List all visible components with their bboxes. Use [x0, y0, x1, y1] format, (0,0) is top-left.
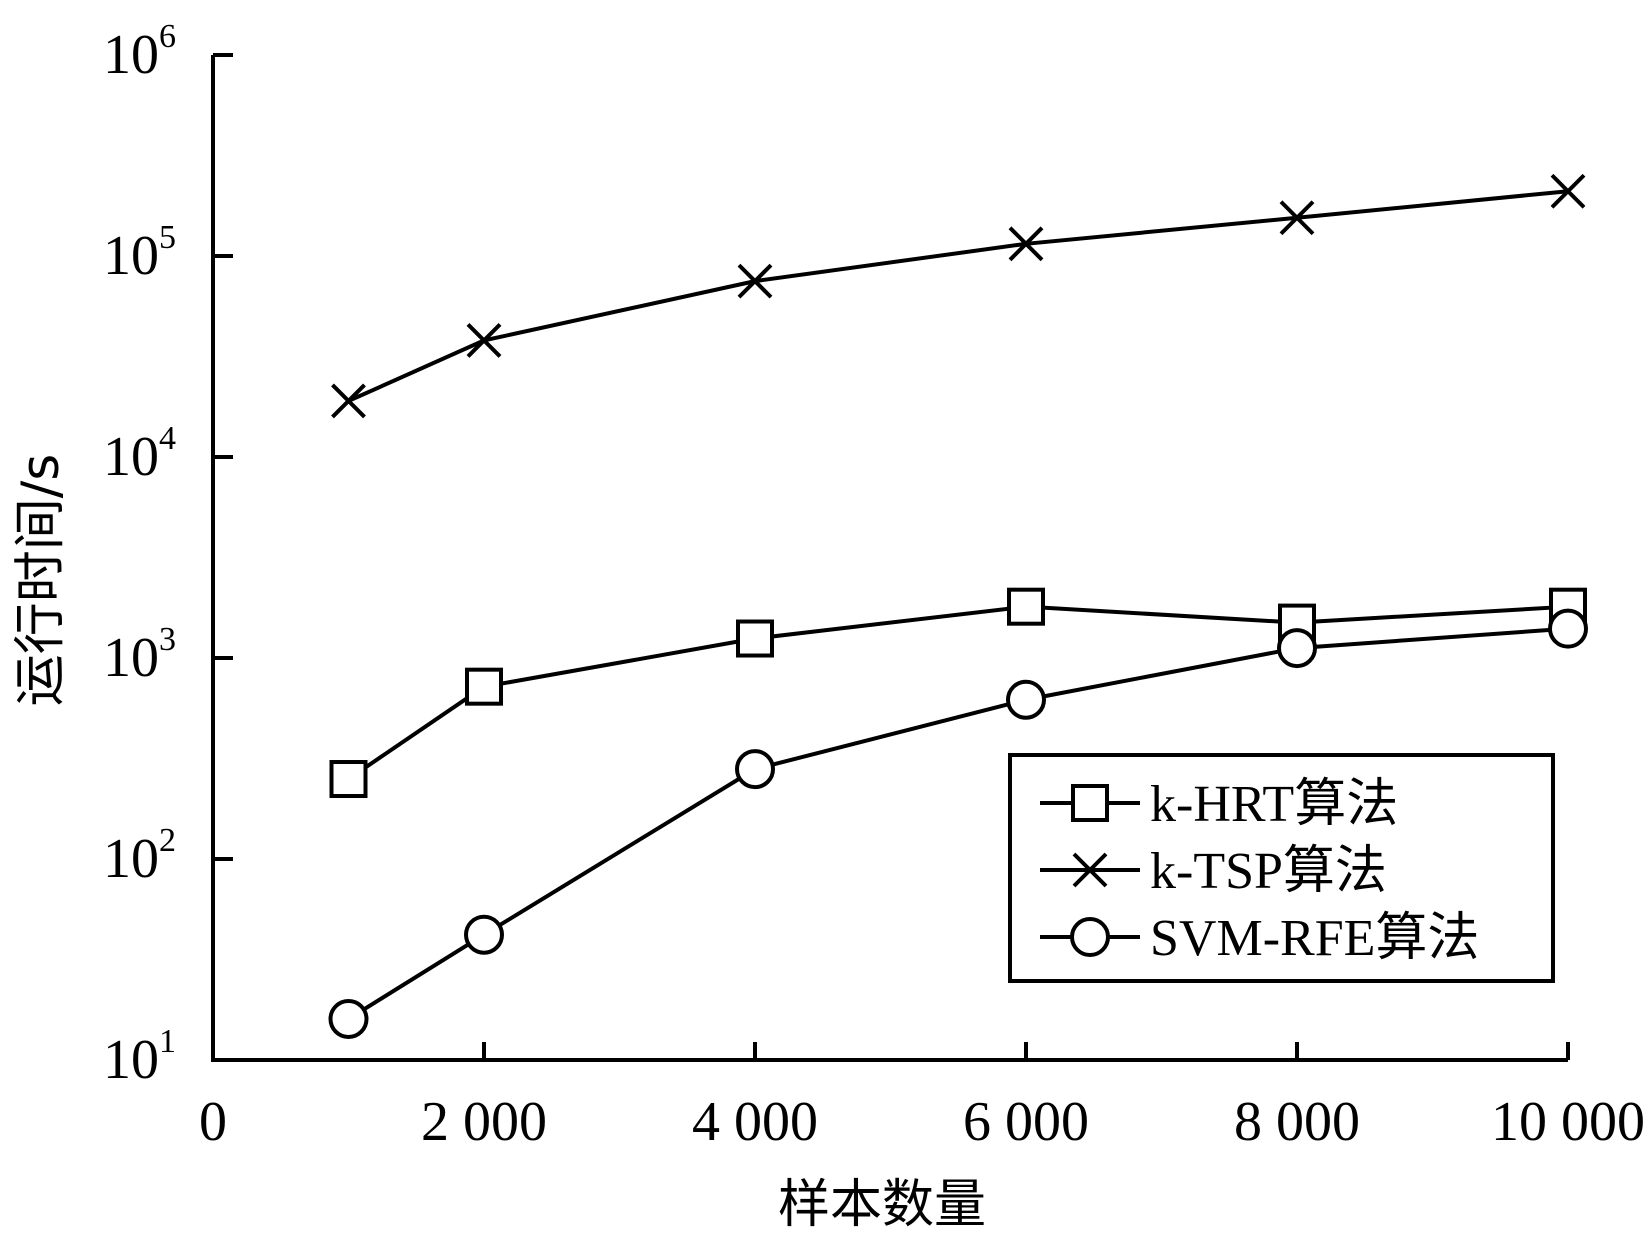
data-point-x	[737, 263, 773, 299]
y-tick-exponent: 5	[159, 219, 176, 256]
data-series	[328, 173, 1588, 1039]
data-point-square	[465, 667, 503, 706]
x-tick-label: 4 000	[692, 1091, 818, 1153]
data-point-circle	[328, 998, 369, 1039]
y-tick-label: 103	[103, 621, 176, 689]
data-point-circle	[1006, 679, 1046, 720]
x-axis-title: 样本数量	[778, 1175, 986, 1235]
legend-marker-square	[1071, 784, 1109, 822]
y-tick-exponent: 4	[159, 420, 176, 457]
data-point-square	[329, 760, 368, 799]
x-tick-label: 0	[199, 1091, 227, 1153]
y-tick-exponent: 2	[159, 822, 176, 859]
y-tick-base: 10	[103, 828, 159, 890]
data-point-circle	[1277, 628, 1317, 669]
y-tick-exponent: 3	[159, 621, 176, 658]
x-tick-label: 6 000	[963, 1091, 1089, 1153]
legend-label: SVM-RFE算法	[1150, 910, 1479, 967]
legend-label: k-TSP算法	[1150, 843, 1387, 900]
axes	[211, 55, 1568, 1062]
y-axis-title: 运行时间/s	[11, 454, 71, 707]
y-tick-base: 10	[103, 24, 159, 86]
y-tick-base: 10	[103, 225, 159, 287]
data-point-x	[1008, 226, 1044, 262]
y-tick-label: 105	[103, 219, 176, 287]
series-x	[331, 173, 1586, 419]
legend-marker-x	[1072, 852, 1108, 888]
legend-item: k-HRT算法	[1040, 776, 1398, 833]
y-tick-label: 106	[103, 18, 176, 86]
y-tick-base: 10	[103, 1029, 159, 1091]
data-point-x	[1550, 173, 1586, 209]
data-point-x	[1279, 200, 1315, 236]
data-point-circle	[1548, 608, 1588, 649]
y-tick-label: 102	[103, 822, 176, 890]
y-tick-exponent: 6	[159, 18, 176, 55]
y-tick-label: 101	[103, 1023, 176, 1091]
data-point-circle	[735, 749, 775, 790]
data-point-x	[466, 323, 502, 358]
legend-item: SVM-RFE算法	[1040, 910, 1479, 967]
y-tick-label: 104	[103, 420, 176, 488]
x-tick-label: 8 000	[1234, 1091, 1360, 1153]
x-tick-label: 2 000	[421, 1091, 547, 1153]
legend-marker-circle	[1070, 917, 1110, 957]
data-point-square	[1007, 587, 1045, 626]
x-tick-label: 10 000	[1491, 1091, 1645, 1153]
series-circle	[328, 608, 1588, 1039]
legend: k-HRT算法 k-TSP算法 SVM-RFE算法	[1008, 753, 1555, 983]
series-line	[347, 189, 1569, 403]
data-point-circle	[464, 914, 504, 955]
legend-label: k-HRT算法	[1150, 776, 1398, 833]
y-tick-base: 10	[103, 627, 159, 689]
x-ticks: 0 2 000 4 000 6 000 8 000 10 000	[199, 1042, 1645, 1153]
y-tick-base: 10	[103, 426, 159, 488]
legend-item: k-TSP算法	[1040, 843, 1387, 900]
y-tick-exponent: 1	[159, 1023, 176, 1060]
series-line	[347, 604, 1569, 781]
series-line	[347, 626, 1569, 1021]
data-point-square	[736, 619, 774, 658]
data-point-x	[331, 383, 366, 419]
